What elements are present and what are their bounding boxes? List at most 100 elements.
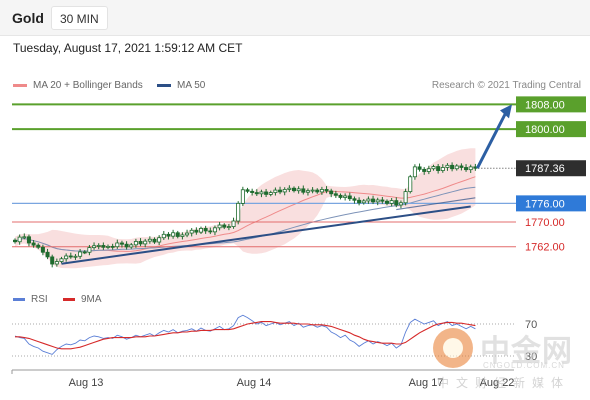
candle-body xyxy=(357,199,362,204)
candle-body xyxy=(78,251,83,257)
legend-label-ma50: MA 50 xyxy=(177,80,206,91)
candle-body xyxy=(212,227,217,233)
support-1-label: 1770.00 xyxy=(525,217,565,229)
candle-body xyxy=(291,187,296,192)
candle-body xyxy=(96,245,101,247)
candle-body xyxy=(403,191,408,204)
candle-body xyxy=(250,190,255,193)
legend-label-ma20: MA 20 + Bollinger Bands xyxy=(33,80,143,91)
legend-swatch-ma20 xyxy=(13,84,27,87)
watermark-url: CNGOLD.COM.CN xyxy=(483,361,565,370)
support-2-label: 1762.00 xyxy=(525,242,565,254)
candle-body xyxy=(22,236,27,239)
candle-body xyxy=(426,168,431,172)
candle-body xyxy=(189,229,194,234)
candle-body xyxy=(40,246,45,253)
candle-body xyxy=(110,245,115,248)
candle-body xyxy=(412,166,417,178)
candle-body xyxy=(352,198,357,201)
forecast-arrow-shaft xyxy=(476,111,508,169)
legend-item-ma20-bollinger: MA 20 + Bollinger Bands xyxy=(13,80,143,91)
candle-body xyxy=(59,258,64,262)
candle-body xyxy=(166,233,171,237)
candle-body xyxy=(236,202,241,222)
candle-body xyxy=(54,261,59,265)
candle-body xyxy=(338,194,343,198)
candle-body xyxy=(384,200,389,204)
candle-body xyxy=(115,242,120,248)
legend-item-9ma: 9MA xyxy=(63,294,102,305)
candle-body xyxy=(417,166,422,170)
candle-body xyxy=(296,188,301,192)
candle-body xyxy=(464,167,469,171)
last-price-label-box xyxy=(516,160,586,177)
chart-datetime: Tuesday, August 17, 2021 1:59:12 AM CET xyxy=(13,41,243,55)
watermark-tagline: 中文财经新媒体 xyxy=(437,376,571,390)
chart-header: Gold 30 MIN xyxy=(0,0,590,36)
candle-body xyxy=(422,168,427,172)
candle-body xyxy=(45,251,50,258)
candle-body xyxy=(310,189,315,192)
candle-body xyxy=(278,189,283,193)
candle-body xyxy=(468,166,473,171)
candle-body xyxy=(389,200,394,204)
legend-swatch-9ma xyxy=(63,298,75,301)
candle-body xyxy=(305,190,310,193)
candle-body xyxy=(87,247,92,253)
candle-body xyxy=(240,189,245,204)
resistance-1-label: 1800.00 xyxy=(525,124,565,136)
x-tick-label-2: Aug 17 xyxy=(409,377,444,389)
x-tick-label-1: Aug 14 xyxy=(237,377,272,389)
last-price-label: 1787.36 xyxy=(525,163,565,175)
candle-body xyxy=(231,220,236,227)
candle-body xyxy=(180,234,185,237)
pivot-label: 1776.00 xyxy=(525,198,565,210)
candle-body xyxy=(347,195,352,200)
legend-label-rsi: RSI xyxy=(31,294,48,305)
candle-body xyxy=(333,193,338,196)
candle-body xyxy=(254,192,259,195)
support-trendline-main xyxy=(61,205,471,265)
candle-body xyxy=(217,224,222,229)
candle-body xyxy=(343,195,348,198)
candle-body xyxy=(143,240,148,245)
candle-body xyxy=(31,242,36,246)
candle-body xyxy=(147,238,152,242)
candle-body xyxy=(315,189,320,193)
resistance-2-label: 1808.00 xyxy=(525,99,565,111)
candle-body xyxy=(329,190,334,195)
candle-body xyxy=(50,256,55,265)
candle-body xyxy=(445,164,450,168)
research-credit: Research © 2021 Trading Central xyxy=(431,80,581,91)
candle-body xyxy=(64,255,69,260)
pivot-label-box xyxy=(516,195,586,212)
candle-body xyxy=(375,199,380,203)
cngold-logo-icon xyxy=(433,328,473,368)
candle-body xyxy=(324,189,329,192)
legend-label-9ma: 9MA xyxy=(81,294,102,305)
legend-swatch-rsi xyxy=(13,298,25,301)
candle-body xyxy=(282,189,287,193)
candle-body xyxy=(82,251,87,254)
x-tick-label-3: Aug 22 xyxy=(480,377,515,389)
timeframe-button[interactable]: 30 MIN xyxy=(51,6,108,30)
legend-swatch-ma50 xyxy=(157,84,171,87)
candle-body xyxy=(171,232,176,237)
candle-body xyxy=(450,164,455,170)
rsi-line xyxy=(14,314,476,355)
candle-body xyxy=(152,238,157,243)
legend-item-ma50: MA 50 xyxy=(157,80,205,91)
candle-body xyxy=(454,165,459,170)
candle-body xyxy=(26,236,31,244)
candle-body xyxy=(319,189,324,193)
candle-body xyxy=(408,176,413,193)
candle-body xyxy=(73,255,78,258)
candle-body xyxy=(124,243,129,248)
candle-body xyxy=(138,241,143,245)
candle-body xyxy=(17,236,22,243)
candle-body xyxy=(157,237,162,243)
candle-body xyxy=(185,232,190,236)
forecast-arrowhead-icon xyxy=(500,104,512,119)
candle-body xyxy=(268,192,273,195)
candle-body xyxy=(394,200,399,206)
